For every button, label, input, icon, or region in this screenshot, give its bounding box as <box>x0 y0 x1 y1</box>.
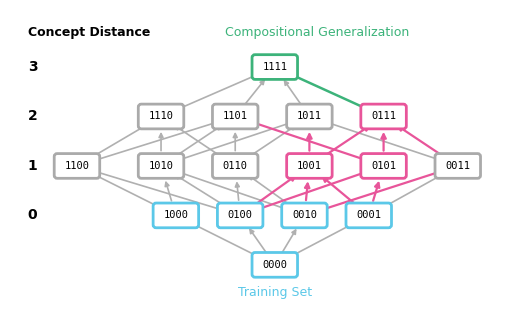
Text: 0: 0 <box>27 208 37 223</box>
Text: Compositional Generalization: Compositional Generalization <box>225 26 409 39</box>
Text: 1101: 1101 <box>222 111 247 121</box>
Text: Training Set: Training Set <box>237 286 311 298</box>
FancyBboxPatch shape <box>138 154 183 178</box>
FancyBboxPatch shape <box>360 104 406 129</box>
Text: 1010: 1010 <box>148 161 173 171</box>
Text: 0011: 0011 <box>444 161 469 171</box>
FancyBboxPatch shape <box>54 154 100 178</box>
FancyBboxPatch shape <box>434 154 479 178</box>
Text: 1011: 1011 <box>296 111 321 121</box>
Text: 0110: 0110 <box>222 161 247 171</box>
Text: 3: 3 <box>27 60 37 74</box>
Text: Concept Distance: Concept Distance <box>27 26 150 39</box>
Text: 1111: 1111 <box>262 62 287 72</box>
FancyBboxPatch shape <box>212 154 258 178</box>
FancyBboxPatch shape <box>251 252 297 277</box>
FancyBboxPatch shape <box>251 55 297 80</box>
Text: 0100: 0100 <box>227 210 252 220</box>
Text: 2: 2 <box>27 109 37 124</box>
Text: 1110: 1110 <box>148 111 173 121</box>
FancyBboxPatch shape <box>286 154 331 178</box>
Text: 0111: 0111 <box>371 111 395 121</box>
FancyBboxPatch shape <box>281 203 327 228</box>
Text: 0010: 0010 <box>291 210 316 220</box>
FancyBboxPatch shape <box>153 203 198 228</box>
Text: 0000: 0000 <box>262 260 287 270</box>
FancyBboxPatch shape <box>345 203 391 228</box>
FancyBboxPatch shape <box>217 203 263 228</box>
Text: 1001: 1001 <box>296 161 321 171</box>
Text: 0101: 0101 <box>371 161 395 171</box>
Text: 1: 1 <box>27 159 37 173</box>
FancyBboxPatch shape <box>360 154 406 178</box>
FancyBboxPatch shape <box>286 104 331 129</box>
Text: 1000: 1000 <box>163 210 188 220</box>
FancyBboxPatch shape <box>212 104 258 129</box>
FancyBboxPatch shape <box>138 104 183 129</box>
Text: 1100: 1100 <box>64 161 89 171</box>
Text: 0001: 0001 <box>356 210 381 220</box>
